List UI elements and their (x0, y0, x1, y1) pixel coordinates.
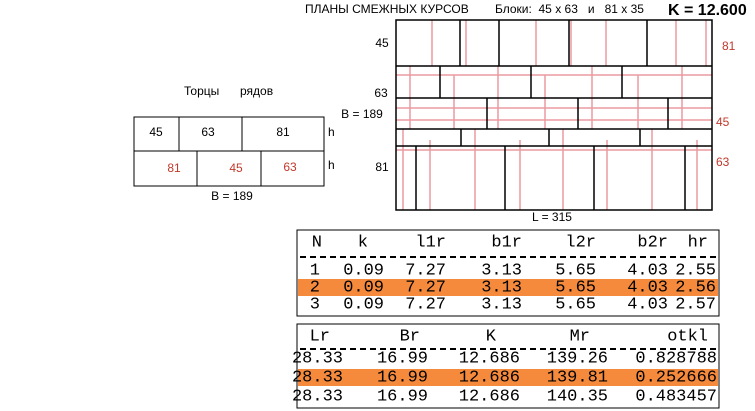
cell: 3 (310, 295, 320, 314)
row-highlight (298, 369, 718, 386)
cell: 0.09 (343, 261, 384, 280)
h-label: h (328, 125, 335, 139)
cell: 4.03 (627, 295, 668, 314)
cell: 4.03 (627, 278, 668, 297)
table-box (296, 229, 720, 317)
cell: 5.65 (555, 261, 596, 280)
column-header: K (486, 327, 497, 346)
cell: 16.99 (377, 387, 428, 406)
cell: 7.27 (405, 295, 446, 314)
cell: 0.483457 (635, 387, 717, 406)
cell: 12.686 (459, 387, 520, 406)
cell: 63 (201, 125, 215, 139)
cell: 2 (310, 278, 320, 297)
cell: 45 (149, 125, 163, 139)
cell: 12.686 (459, 349, 520, 368)
cell: 140.35 (547, 387, 608, 406)
cell: 12.686 (459, 368, 520, 387)
row-label: 81 (722, 39, 736, 53)
cell: 3.13 (481, 278, 522, 297)
cell: 2.57 (675, 295, 716, 314)
title: ПЛАНЫ СМЕЖНЫХ КУРСОВ (305, 2, 469, 16)
column-header: l1r (415, 233, 446, 252)
cell: 3.13 (481, 261, 522, 280)
cell: 7.27 (405, 278, 446, 297)
width-label: B = 189 (341, 107, 383, 121)
cell: 139.81 (547, 368, 608, 387)
column-header: Br (400, 327, 420, 346)
length-label: L = 315 (532, 210, 572, 224)
cell: 28.33 (292, 368, 343, 387)
column-header: Lr (310, 327, 330, 346)
h-label: h (328, 158, 335, 172)
cell: 16.99 (377, 368, 428, 387)
table-box (296, 323, 720, 409)
cell: 0.09 (343, 295, 384, 314)
cell: 0.828788 (635, 349, 717, 368)
ends-title: Торцы (184, 84, 219, 98)
column-header: hr (688, 233, 708, 252)
cell: 63 (283, 160, 297, 174)
cell: 5.65 (555, 295, 596, 314)
cell: 139.26 (547, 349, 608, 368)
column-header: Mr (570, 327, 590, 346)
cell: 0.252666 (635, 368, 717, 387)
cell: 3.13 (481, 295, 522, 314)
plan-box (395, 19, 713, 211)
ends-title: рядов (240, 84, 273, 98)
row-label: 63 (374, 86, 388, 100)
column-header: k (358, 233, 368, 252)
cell: 4.03 (627, 261, 668, 280)
cell: 45 (229, 161, 243, 175)
blocks-info: Блоки: 45 x 63 и 81 x 35 (495, 2, 644, 16)
column-header: N (312, 233, 322, 252)
row-label: 45 (716, 115, 730, 129)
cell: 28.33 (292, 349, 343, 368)
cell: 81 (167, 161, 181, 175)
plan (395, 19, 713, 211)
cell: 2.55 (675, 261, 716, 280)
cell: 5.65 (555, 278, 596, 297)
cell: 16.99 (377, 349, 428, 368)
k-value: K = 12.600 (668, 2, 747, 19)
cell: 0.09 (343, 278, 384, 297)
column-header: b2r (637, 233, 668, 252)
column-header: l2r (565, 233, 596, 252)
cell: 1 (310, 261, 320, 280)
cell: 2.56 (675, 278, 716, 297)
width-label: B = 189 (211, 189, 253, 203)
column-header: otkl (667, 327, 708, 346)
cell: 7.27 (405, 261, 446, 280)
row-label: 45 (375, 36, 389, 50)
row-highlight (298, 279, 718, 296)
cell: 28.33 (292, 387, 343, 406)
cell: 81 (276, 125, 290, 139)
row-label: 63 (716, 155, 730, 169)
row-label: 81 (375, 160, 389, 174)
column-header: b1r (491, 233, 522, 252)
